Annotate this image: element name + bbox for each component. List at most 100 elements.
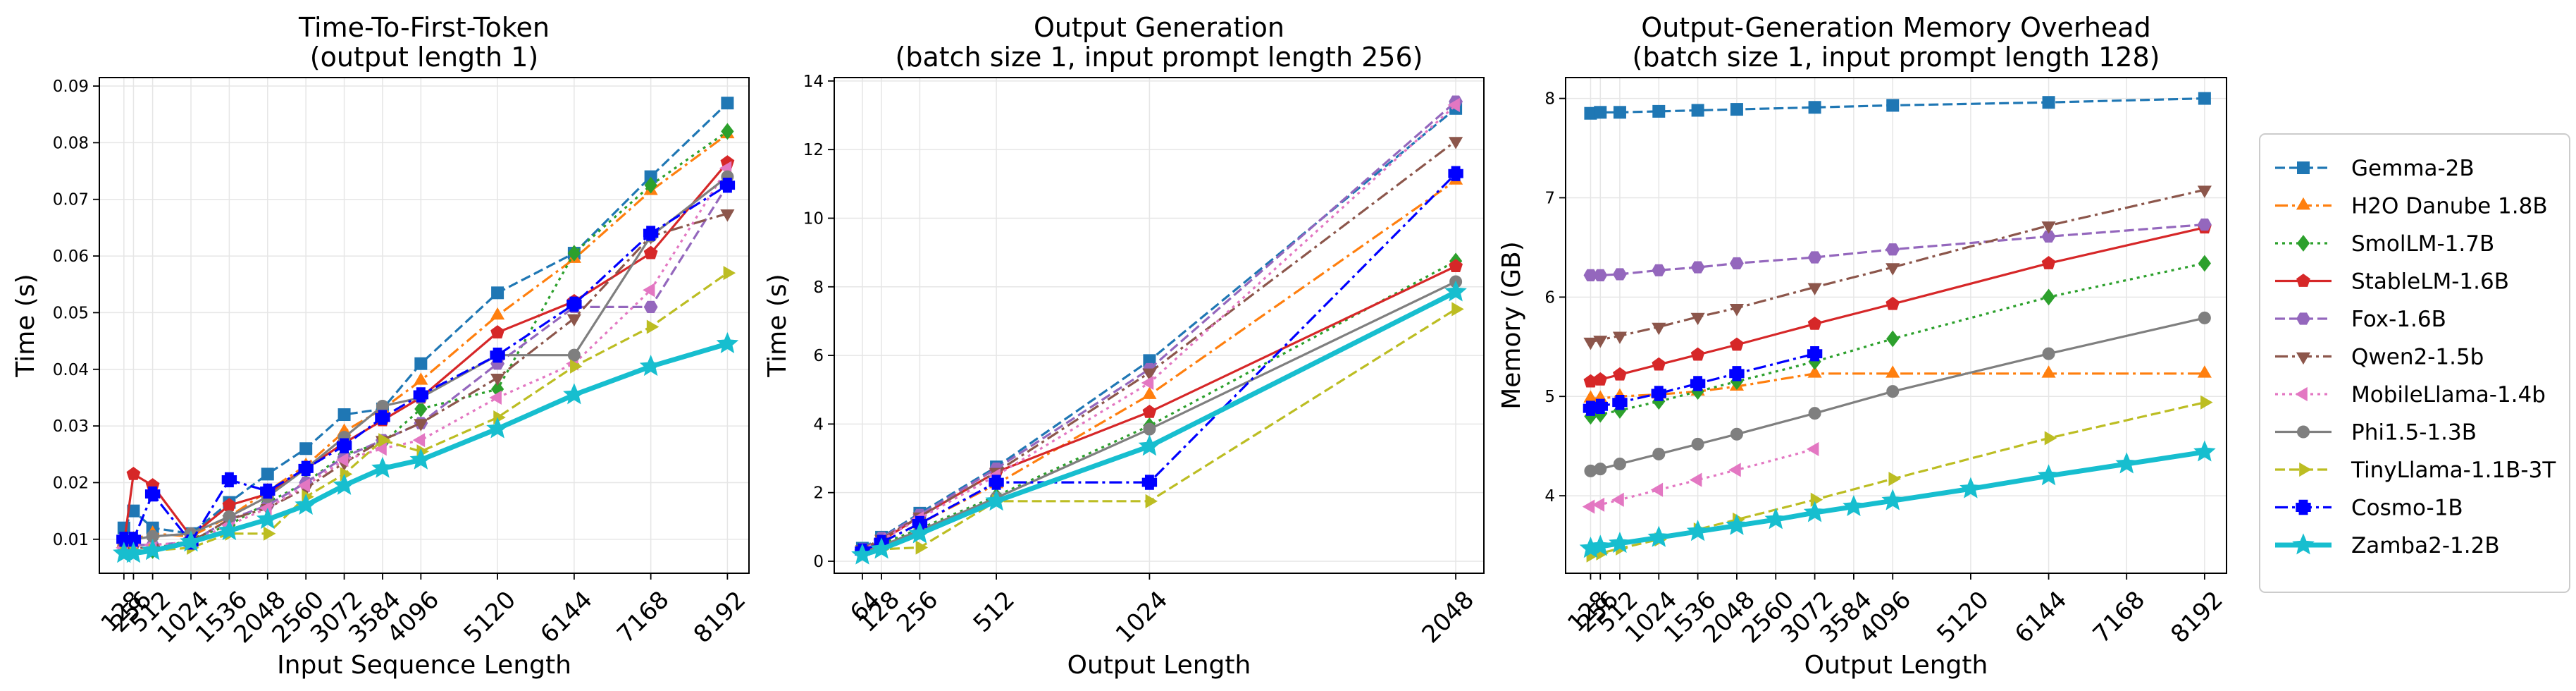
series-mobilellama-1-4b [1582,441,1819,514]
data-point [2041,365,2056,378]
data-point [1142,368,1157,381]
legend-marker [2296,499,2311,515]
data-point [2193,440,2216,462]
data-point [2198,92,2211,105]
legend-label: H2O Danube 1.8B [2351,194,2548,219]
data-point [2197,185,2212,198]
data-point [1810,492,1823,507]
y-tick-label: 14 [803,73,824,91]
data-point [908,522,931,544]
data-point [1807,316,1822,330]
data-point [2042,96,2055,109]
data-point [122,542,145,563]
y-tick-label: 0.02 [53,474,89,492]
data-point [413,387,429,403]
data-point [639,355,662,377]
legend: Gemma-2B H2O Danube 1.8B SmolLM-1.7B Stable… [2259,133,2570,593]
data-point [2041,230,2056,243]
data-point [414,372,428,385]
legend-label: MobileLlama-1.4b [2351,382,2546,408]
data-point [2198,255,2212,272]
data-point [126,467,141,480]
data-point [567,245,581,262]
series-line-gemma-2b [1590,97,2205,115]
legend-item-qwen2-1-5b: Qwen2-1.5b [2275,345,2484,370]
data-point [1691,437,1704,451]
data-point [338,408,351,422]
data-point [1142,386,1157,399]
y-axis-label: Time (s) [11,274,40,377]
data-point [851,543,874,565]
data-point [2200,395,2213,410]
y-tick-label: 0.06 [53,247,89,266]
data-point [563,383,586,405]
data-point [490,374,505,386]
series-line-h2o-danube-1-8b [1590,372,2205,400]
legend-label: TinyLlama-1.1B-3T [2351,458,2556,483]
series-line-cosmo-1b [123,184,729,544]
data-point [1726,513,1748,535]
data-point [1651,386,1666,401]
legend-marker [2297,425,2310,439]
data-point [1807,346,1823,362]
data-point [1729,304,1744,317]
data-point [1690,261,1705,274]
series-cosmo-1b [1583,346,1823,416]
data-point [1141,375,1154,391]
data-point [1885,243,1900,256]
legend-marker [2299,462,2312,477]
data-point [299,442,313,455]
series-line-mobilellama-1-4b [123,167,729,549]
data-point [716,332,739,354]
data-point [1583,337,1598,350]
y-tick-label: 7 [1544,189,1555,207]
data-point [1613,106,1626,119]
series-line-stablelm-1-6b [1590,226,2205,383]
y-tick-label: 12 [803,141,824,159]
legend-label: SmolLM-1.7B [2351,231,2494,257]
data-point [567,348,581,362]
data-point [144,486,161,502]
series-line-qwen2-1-5b [1590,188,2205,343]
data-point [1803,501,1826,522]
legend-item-stablelm-1-6b: StableLM-1.6B [2275,269,2509,295]
data-point [1594,463,1607,476]
legend-label: Phi1.5-1.3B [2351,420,2477,446]
data-point [490,325,504,338]
data-point [2037,464,2060,486]
data-point [721,97,734,110]
data-point [1843,495,1865,517]
data-point [2197,218,2212,231]
legend-item-mobilellama-1-4b: MobileLlama-1.4b [2275,382,2546,408]
data-point [2197,365,2212,378]
data-point [1449,137,1463,149]
data-point [1885,263,1900,276]
y-tick-label: 0.04 [53,361,89,379]
y-axis-label: Time (s) [763,274,792,377]
y-tick-label: 8 [1544,90,1555,109]
data-point [1728,463,1741,477]
data-point [371,456,394,478]
data-point [1447,97,1460,112]
data-point [1807,365,1822,378]
data-point [1647,525,1671,547]
series-line-tinyllama-1-1b-3t [1590,401,2205,557]
data-point [1138,434,1161,456]
legend-item-h2o-danube-1-8b: H2O Danube 1.8B [2275,194,2548,219]
legend-label: Zamba2-1.2B [2351,533,2500,558]
data-point [1729,366,1745,381]
series-zamba2-1-2b [1579,440,2216,558]
legend-marker [2296,312,2310,325]
data-point [1686,520,1709,542]
data-point [1593,269,1608,281]
data-point [915,540,929,555]
data-point [378,433,391,448]
data-point [335,453,349,467]
data-point [1652,447,1666,460]
data-point [1582,499,1595,514]
series-gemma-2b [1584,92,2211,120]
data-point [720,209,735,222]
y-tick-label: 10 [803,209,824,228]
legend-marker [2296,235,2310,252]
